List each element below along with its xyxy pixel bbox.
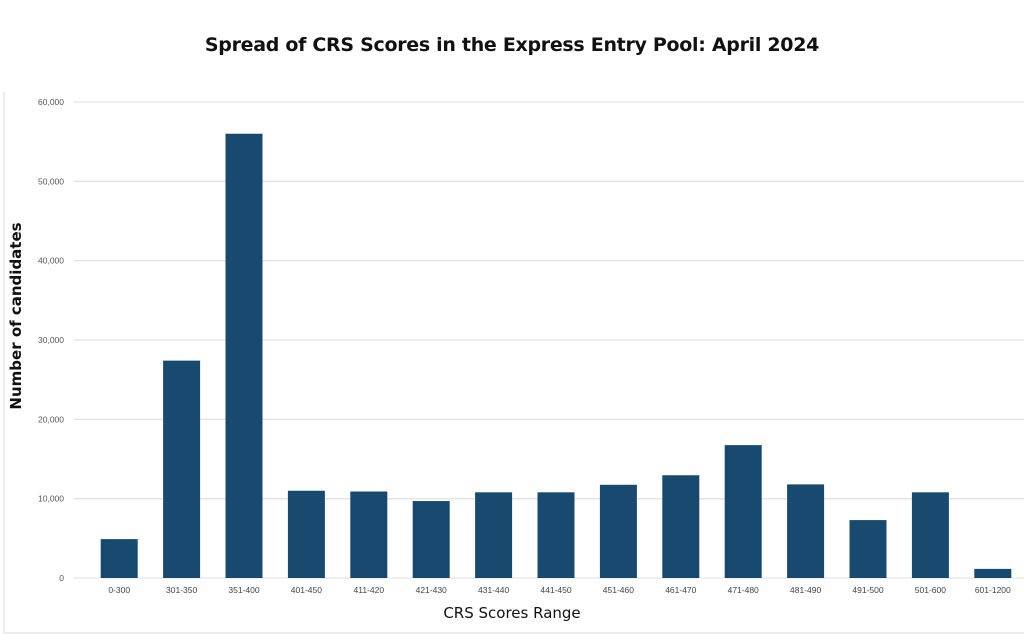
bar xyxy=(724,445,762,578)
x-tick-label: 471-480 xyxy=(728,585,759,595)
bar xyxy=(974,568,1012,578)
bar xyxy=(163,360,201,578)
bar xyxy=(225,133,263,578)
x-tick-label: 401-450 xyxy=(291,585,322,595)
bar xyxy=(475,492,513,578)
x-tick-label: 0-300 xyxy=(108,585,130,595)
bar xyxy=(849,520,887,578)
x-axis-label: CRS Scores Range xyxy=(443,604,581,622)
x-tick-label: 501-600 xyxy=(915,585,946,595)
bar xyxy=(787,484,825,578)
x-tick-label: 351-400 xyxy=(228,585,259,595)
y-tick-label: 0 xyxy=(59,573,64,583)
x-tick-label: 301-350 xyxy=(166,585,197,595)
x-tick-label: 431-440 xyxy=(478,585,509,595)
y-tick-label: 20,000 xyxy=(38,414,64,424)
y-tick-label: 30,000 xyxy=(38,335,64,345)
bar xyxy=(599,484,637,578)
y-tick-label: 40,000 xyxy=(38,256,64,266)
bar xyxy=(412,501,450,578)
x-tick-label: 441-450 xyxy=(540,585,571,595)
bar xyxy=(537,492,575,578)
x-tick-label: 601-1200 xyxy=(975,585,1011,595)
bar xyxy=(911,492,949,578)
chart-frame xyxy=(3,92,1024,634)
y-tick-label: 60,000 xyxy=(38,97,64,107)
bar xyxy=(662,475,700,578)
chart-title: Spread of CRS Scores in the Express Entr… xyxy=(204,34,820,56)
y-tick-label: 50,000 xyxy=(38,176,64,186)
bar xyxy=(350,491,388,578)
x-tick-label: 491-500 xyxy=(852,585,883,595)
x-tick-label: 411-420 xyxy=(354,585,385,595)
bar xyxy=(100,539,138,578)
x-tick-label: 481-490 xyxy=(790,585,821,595)
x-tick-label: 461-470 xyxy=(665,585,696,595)
bar xyxy=(287,490,325,578)
y-tick-label: 10,000 xyxy=(38,494,64,504)
x-tick-label: 451-460 xyxy=(603,585,634,595)
x-tick-label: 421-430 xyxy=(416,585,447,595)
